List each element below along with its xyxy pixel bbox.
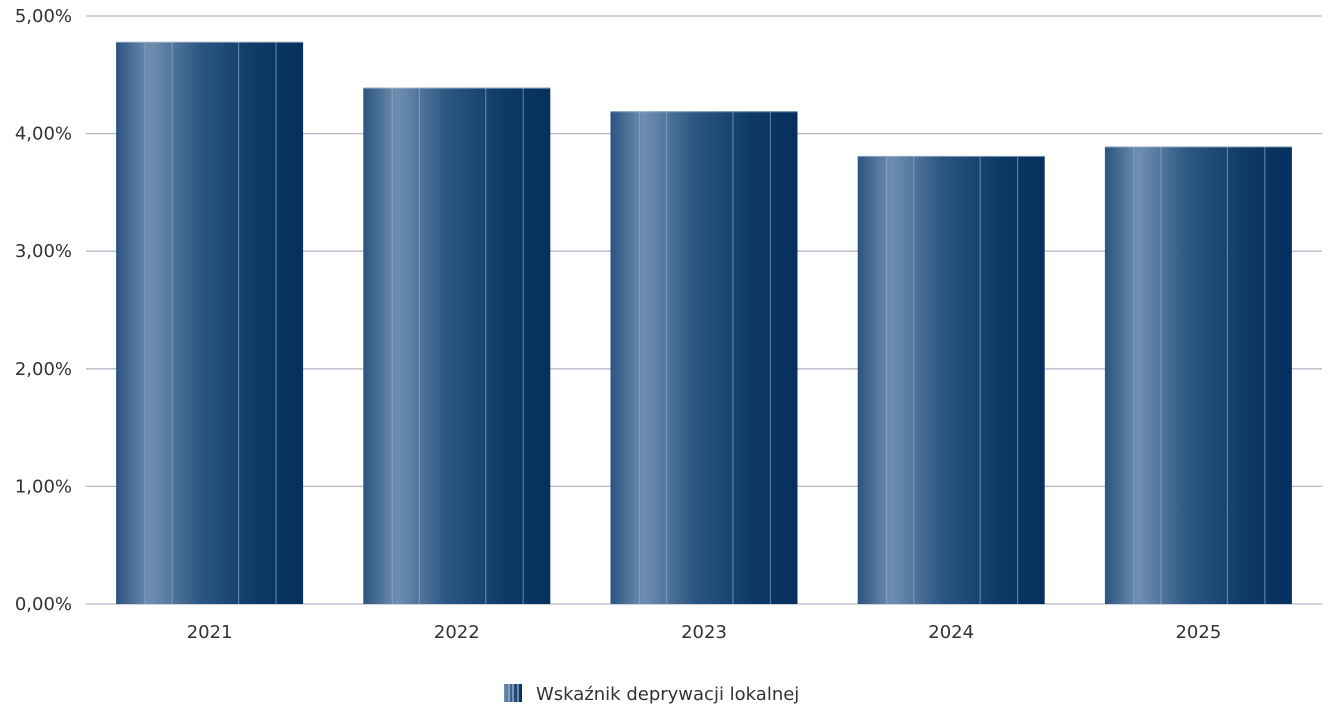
y-axis-tick-labels: 0,00% 1,00% 2,00% 3,00% 4,00% 5,00%	[15, 6, 72, 615]
bar-2024	[858, 156, 1045, 604]
y-tick-label: 1,00%	[15, 476, 72, 497]
bar-fill	[363, 88, 550, 604]
x-tick-label: 2022	[434, 622, 480, 643]
y-tick-label: 4,00%	[15, 124, 72, 145]
y-tick-label: 2,00%	[15, 359, 72, 380]
x-tick-label: 2025	[1175, 622, 1221, 643]
x-tick-label: 2021	[187, 622, 233, 643]
bar-2025	[1105, 147, 1292, 604]
bar-fill	[116, 42, 303, 604]
bar-fill	[611, 111, 798, 604]
legend-swatch	[504, 684, 522, 702]
y-tick-label: 0,00%	[15, 594, 72, 615]
legend-label: Wskaźnik deprywacji lokalnej	[536, 684, 799, 705]
x-axis-tick-labels: 2021 2022 2023 2024 2025	[187, 622, 1222, 643]
y-tick-label: 3,00%	[15, 241, 72, 262]
bar-2022	[363, 88, 550, 604]
bar-fill	[1105, 147, 1292, 604]
y-tick-label: 5,00%	[15, 6, 72, 27]
bar-fill	[858, 156, 1045, 604]
bar-2021	[116, 42, 303, 604]
x-tick-label: 2023	[681, 622, 727, 643]
bars	[116, 42, 1292, 604]
legend: Wskaźnik deprywacji lokalnej	[504, 684, 799, 705]
bar-2023	[611, 111, 798, 604]
x-tick-label: 2024	[928, 622, 974, 643]
